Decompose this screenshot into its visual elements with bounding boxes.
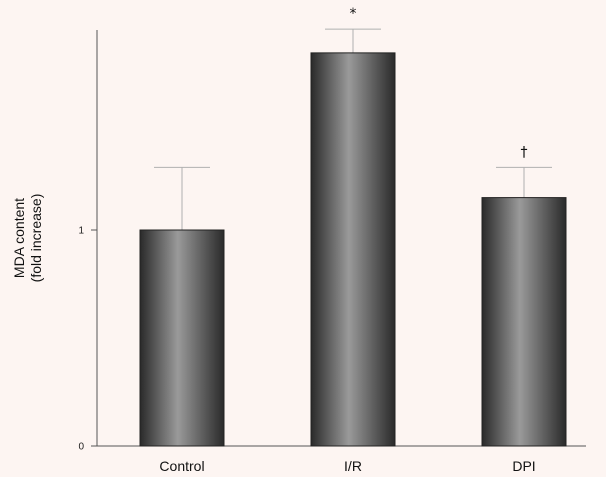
bar-control <box>139 229 225 447</box>
y-tick-label: 1 <box>78 226 84 237</box>
y-tick-label: 0 <box>78 442 84 453</box>
y-axis-label-line2: (fold increase) <box>28 194 44 283</box>
y-axis-label-line1: MDA content <box>11 198 27 278</box>
x-category-label: Control <box>159 458 204 474</box>
bar-dpi <box>481 197 567 447</box>
y-axis-label: MDA content (fold increase) <box>11 194 44 283</box>
significance-mark: † <box>521 144 528 160</box>
bar-i-r <box>310 52 396 447</box>
x-category-label: I/R <box>344 458 362 474</box>
significance-mark: * <box>350 6 357 22</box>
x-category-label: DPI <box>512 458 535 474</box>
